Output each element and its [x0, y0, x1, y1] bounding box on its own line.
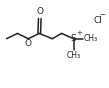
Text: CH₃: CH₃ — [84, 34, 98, 43]
Text: Cl: Cl — [93, 16, 102, 25]
Text: +: + — [76, 30, 82, 36]
Text: CH₃: CH₃ — [66, 51, 81, 60]
Text: −: − — [99, 12, 105, 18]
Text: O: O — [36, 7, 43, 16]
Text: S: S — [71, 34, 76, 43]
Text: O: O — [25, 39, 32, 48]
